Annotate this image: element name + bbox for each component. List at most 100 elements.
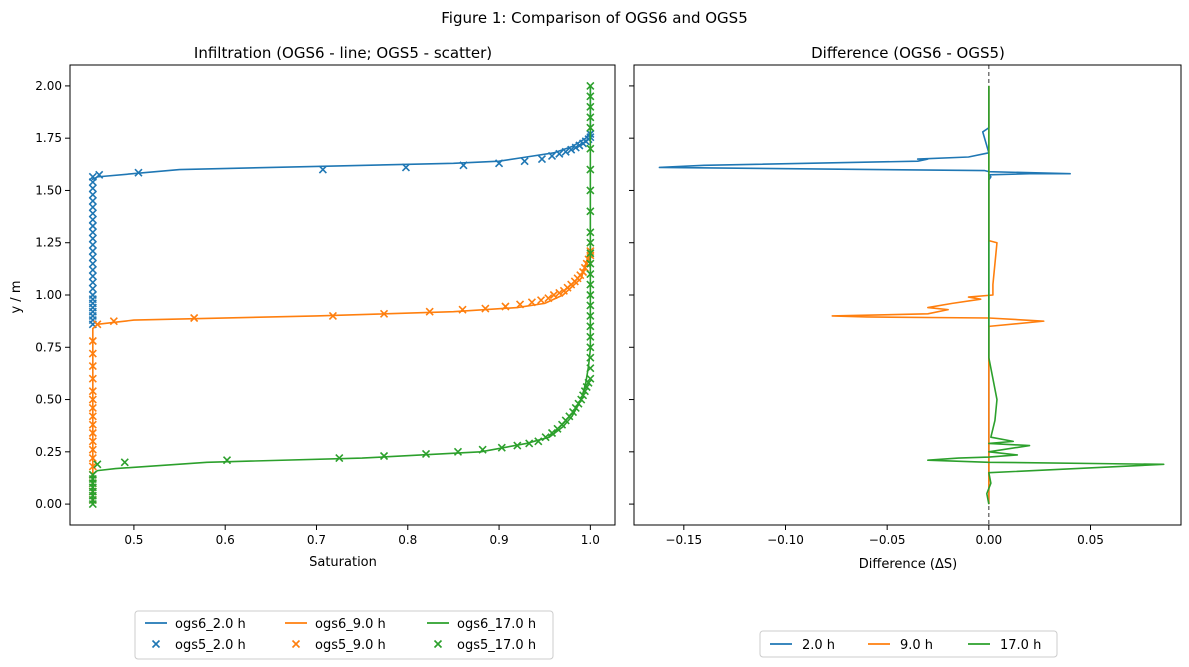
scatter-point <box>481 304 490 313</box>
scatter-point <box>578 391 588 400</box>
infiltration-plot-title: Infiltration (OGS6 - line; OGS5 - scatte… <box>194 44 492 62</box>
scatter-point <box>88 196 97 205</box>
scatter-point <box>567 145 576 154</box>
scatter-point <box>88 259 97 268</box>
difference-x-tick-label: −0.15 <box>665 533 702 547</box>
infiltration-x-tick-label: 0.5 <box>124 533 143 547</box>
legend-scatter-swatch <box>291 639 301 649</box>
scatter-point <box>577 395 586 404</box>
scatter-point <box>88 253 97 262</box>
scatter-point <box>458 305 467 314</box>
difference-legend-box <box>759 630 1058 658</box>
difference-legend: 2.0 h 9.0 h 17.0 h <box>759 630 1058 658</box>
infiltration-x-tick-label: 0.7 <box>307 533 326 547</box>
scatter-point <box>88 247 97 256</box>
scatter-point <box>88 172 97 181</box>
scatter-point <box>574 399 583 408</box>
scatter-point <box>536 296 546 305</box>
legend-label: ogs5_17.0 h <box>457 638 536 653</box>
scatter-point <box>537 155 547 164</box>
scatter-point <box>88 336 97 346</box>
scatter-point <box>401 163 411 172</box>
scatter-point <box>494 159 504 168</box>
scatter-point <box>527 298 536 307</box>
infiltration-y-tick-label: 0.25 <box>35 445 62 459</box>
scatter-point <box>190 313 199 323</box>
scatter-point <box>586 92 595 101</box>
scatter-point <box>586 113 595 122</box>
scatter-point <box>88 221 97 231</box>
infiltration-plot: Infiltration (OGS6 - line; OGS5 - scatte… <box>9 44 616 570</box>
infiltration-x-tick-label: 0.6 <box>216 533 235 547</box>
scatter-point <box>586 144 595 153</box>
scatter-point <box>561 147 570 156</box>
scatter-point <box>586 270 595 279</box>
legend-label: ogs5_9.0 h <box>315 638 386 653</box>
scatter-point <box>88 190 97 199</box>
scatter-point <box>501 302 510 311</box>
line-series-9-0-h <box>831 85 1045 505</box>
scatter-point <box>541 433 550 442</box>
infiltration-data <box>88 81 595 509</box>
scatter-point <box>88 403 97 412</box>
infiltration-y-tick-label: 1.00 <box>35 288 62 302</box>
scatter-point <box>586 343 595 352</box>
scatter-point <box>421 449 431 458</box>
scatter-point <box>379 309 389 318</box>
scatter-point <box>88 349 97 358</box>
infiltration-x-axis-label: Saturation <box>309 555 377 570</box>
scatter-point <box>586 280 595 289</box>
difference-plot: Difference (OGS6 - OGS5) Difference (ΔS)… <box>629 44 1182 572</box>
difference-x-tick-label: 0.05 <box>1077 533 1104 547</box>
difference-x-axis-label: Difference (ΔS) <box>859 557 957 572</box>
scatter-point <box>582 382 591 392</box>
difference-x-tick-label: 0.00 <box>975 533 1002 547</box>
scatter-point <box>120 458 129 467</box>
scatter-point <box>547 428 557 438</box>
scatter-point <box>379 451 389 461</box>
line-series-ogs6-17-0-h <box>92 85 592 505</box>
legend-label: ogs6_2.0 h <box>175 617 246 632</box>
line-series-17-0-h <box>927 85 1165 505</box>
scatter-point <box>478 445 487 454</box>
legend-label: ogs6_9.0 h <box>315 617 386 632</box>
infiltration-y-tick-label: 1.25 <box>35 236 62 250</box>
infiltration-x-tick-label: 0.9 <box>490 533 509 547</box>
infiltration-legend: ogs6_2.0 h ogs6_9.0 h ogs6_17.0 h ogs5_2.0 … <box>134 610 554 660</box>
difference-x-tick-label: −0.05 <box>869 533 906 547</box>
scatter-point <box>88 387 97 396</box>
infiltration-x-tick-label: 0.8 <box>398 533 417 547</box>
scatter-point <box>88 272 97 281</box>
scatter-point <box>88 470 97 479</box>
scatter-point <box>88 395 97 404</box>
scatter-point <box>586 228 595 237</box>
scatter-point <box>578 267 588 277</box>
scatter-point <box>586 102 595 111</box>
scatter-point <box>88 209 97 218</box>
scatter-point <box>328 311 337 320</box>
scatter-point <box>586 301 595 310</box>
scatter-point <box>525 439 534 448</box>
infiltration-y-tick-label: 1.50 <box>35 183 62 197</box>
scatter-point <box>586 322 595 331</box>
legend-label: 9.0 h <box>900 638 933 653</box>
scatter-point <box>513 441 522 450</box>
scatter-point <box>586 374 595 383</box>
scatter-point <box>88 278 97 287</box>
scatter-point <box>88 290 97 300</box>
scatter-point <box>586 207 595 216</box>
scatter-point <box>109 317 118 326</box>
scatter-point <box>88 203 97 212</box>
scatter-point <box>88 420 97 429</box>
scatter-point <box>515 300 525 309</box>
difference-plot-frame <box>633 64 1182 526</box>
infiltration-y-tick-label: 0.00 <box>35 497 62 511</box>
scatter-point <box>547 151 557 161</box>
scatter-point <box>584 378 593 387</box>
scatter-point <box>586 332 595 341</box>
scatter-point <box>88 374 97 383</box>
scatter-point <box>549 290 558 300</box>
scatter-point <box>586 311 595 320</box>
scatter-point <box>335 454 344 463</box>
